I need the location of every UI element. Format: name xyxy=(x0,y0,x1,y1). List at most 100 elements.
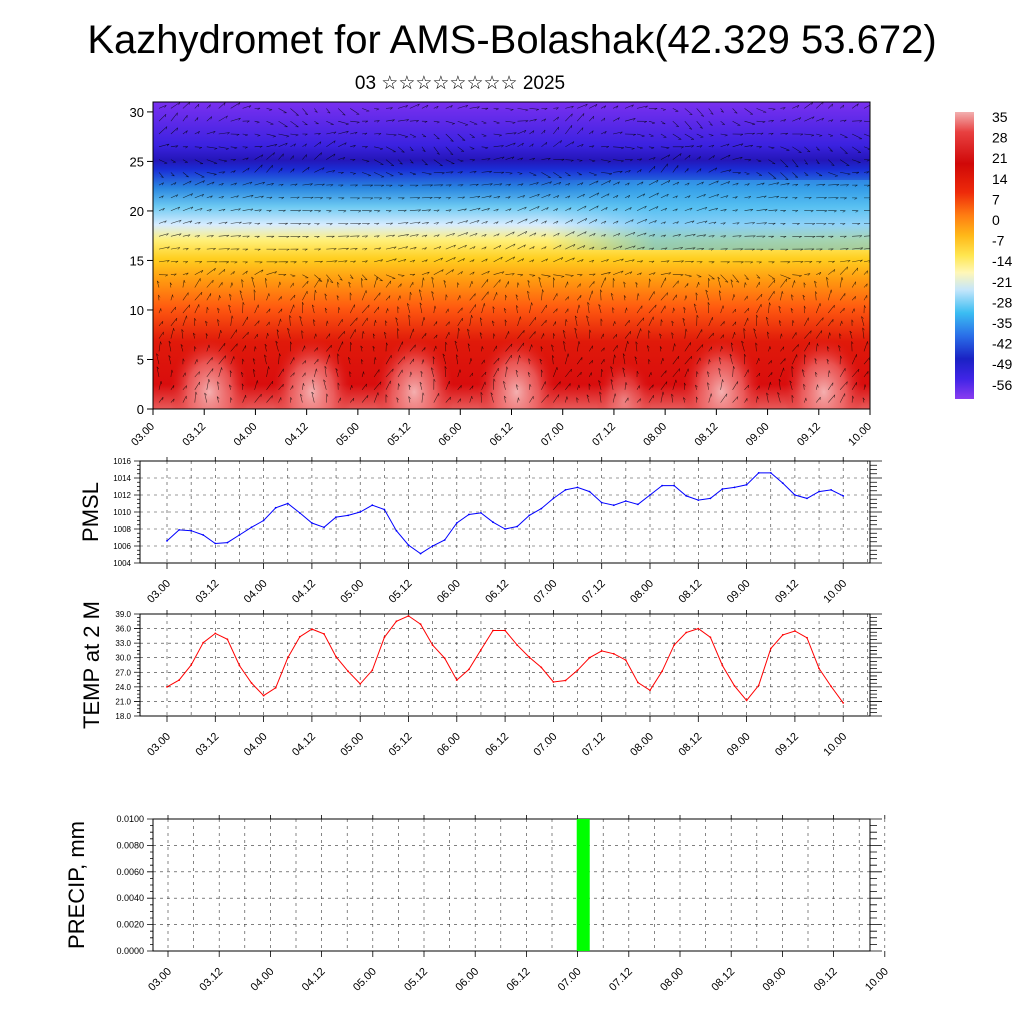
data-point xyxy=(685,495,688,497)
data-point xyxy=(202,641,205,644)
x-tick-label: 10.00 xyxy=(821,731,849,759)
y-tick-label: 5 xyxy=(137,352,144,367)
data-point xyxy=(637,681,639,684)
x-tick-label: 07.00 xyxy=(539,421,567,449)
data-point xyxy=(431,644,434,646)
data-point xyxy=(600,650,603,652)
data-point xyxy=(818,490,820,493)
data-point xyxy=(455,522,458,524)
data-point xyxy=(721,488,724,490)
data-point xyxy=(443,657,446,660)
y-tick-label: 30.0 xyxy=(115,654,131,663)
data-point xyxy=(733,685,736,687)
colorbar-label: -21 xyxy=(992,274,1012,290)
panel-frame xyxy=(139,460,871,564)
data-point xyxy=(480,512,482,514)
y-axis-label: TEMP at 2 M xyxy=(79,601,104,729)
x-tick-label: 06.00 xyxy=(436,421,464,449)
data-point xyxy=(516,644,519,646)
y-tick-label: 0.0060 xyxy=(116,867,144,877)
colorbar-label: -7 xyxy=(992,233,1005,249)
data-point xyxy=(830,685,832,688)
colorbar-label: 35 xyxy=(992,109,1008,125)
colorbar-label: 28 xyxy=(992,130,1008,146)
colorbar-bar xyxy=(955,112,974,399)
data-point xyxy=(347,514,349,517)
x-tick-label: 06.00 xyxy=(453,966,481,994)
y-axis-label: PMSL xyxy=(78,482,103,542)
data-point xyxy=(298,635,301,638)
x-tick-label: 03.00 xyxy=(145,578,173,606)
data-point xyxy=(612,504,615,507)
x-tick-label: 04.12 xyxy=(290,578,318,606)
x-tick-label: 05.00 xyxy=(338,731,366,759)
x-tick-label: 07.12 xyxy=(590,421,618,449)
x-tick-label: 05.12 xyxy=(387,731,415,759)
x-tick-label: 04.12 xyxy=(290,731,318,759)
data-point xyxy=(407,544,410,546)
x-tick-label: 07.00 xyxy=(532,731,560,759)
x-tick-label: 06.12 xyxy=(483,578,511,606)
data-point xyxy=(649,494,651,496)
x-tick-label: 07.00 xyxy=(532,578,560,606)
y-tick-label: 21.0 xyxy=(115,697,131,706)
data-point xyxy=(540,507,543,510)
colorbar-label: -56 xyxy=(992,377,1012,393)
data-point xyxy=(419,623,422,626)
y-tick-label: 1016 xyxy=(113,457,131,466)
axis-ticks xyxy=(134,610,882,722)
data-point xyxy=(757,472,760,474)
x-tick-label: 07.12 xyxy=(580,731,608,759)
series-line xyxy=(166,472,844,555)
data-point xyxy=(709,636,712,639)
data-point xyxy=(359,683,362,685)
data-point xyxy=(709,497,712,500)
y-tick-label: 1010 xyxy=(113,508,131,517)
data-point xyxy=(781,634,784,636)
x-tick-label: 08.00 xyxy=(641,421,669,449)
data-point xyxy=(600,501,603,504)
data-point xyxy=(637,503,639,506)
data-point xyxy=(504,528,506,530)
x-tick-label: 05.12 xyxy=(402,966,430,994)
x-tick-label: 09.00 xyxy=(761,966,789,994)
data-point xyxy=(468,513,470,516)
y-tick-label: 1006 xyxy=(113,542,131,551)
data-point xyxy=(528,656,531,659)
data-point xyxy=(419,552,422,555)
data-point xyxy=(697,499,700,501)
data-point xyxy=(842,495,845,497)
x-tick-label: 08.00 xyxy=(628,731,656,759)
x-tick-label: 04.00 xyxy=(242,731,270,759)
x-tick-label: 04.00 xyxy=(242,578,270,606)
data-point xyxy=(661,670,663,673)
data-point xyxy=(492,521,494,524)
wind-vector-field xyxy=(156,102,870,403)
warm-core-0 xyxy=(169,337,250,409)
x-tick-label: 06.00 xyxy=(435,731,463,759)
colorbar-label: -35 xyxy=(992,315,1012,331)
colorbar-label: -49 xyxy=(992,356,1012,372)
warm-core-3 xyxy=(476,337,557,409)
cross-section-cold-patch xyxy=(153,180,870,250)
data-point xyxy=(528,514,531,517)
x-tick-label: 10.00 xyxy=(863,966,891,994)
data-point xyxy=(516,525,519,528)
data-point xyxy=(262,519,265,522)
colorbar-label: -42 xyxy=(992,336,1012,352)
cross-section-panel: 0 5 10 15 20 25 30 03.00 03.12 04.00 04.12 05.00 05.… xyxy=(129,101,874,449)
x-tick-label: 03.12 xyxy=(193,578,221,606)
data-point xyxy=(806,497,808,500)
y-tick-label: 10 xyxy=(130,303,144,318)
y-tick-label: 0.0100 xyxy=(116,814,144,824)
warm-core-4 xyxy=(681,337,762,409)
x-tick-label: 05.00 xyxy=(334,421,362,449)
data-point xyxy=(818,667,820,670)
x-tick-label: 08.12 xyxy=(693,421,721,449)
data-point xyxy=(552,681,555,683)
data-point xyxy=(721,664,724,667)
data-point xyxy=(769,472,772,474)
grid-lines xyxy=(140,613,870,717)
axis-ticks xyxy=(147,815,886,957)
